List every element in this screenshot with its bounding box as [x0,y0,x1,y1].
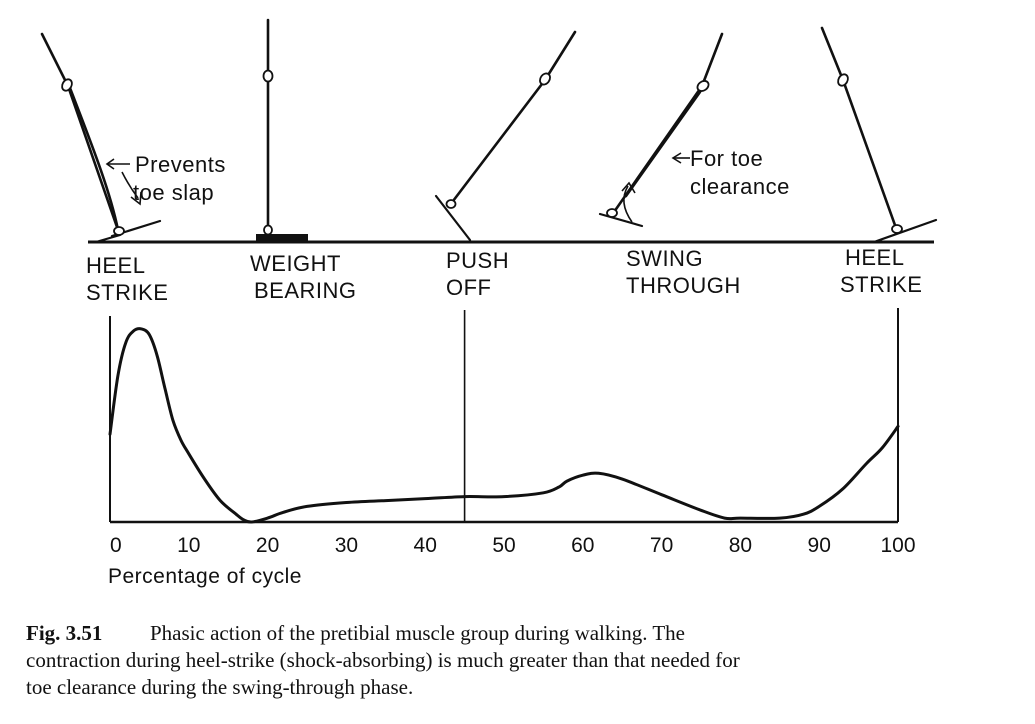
x-tick-label-90: 90 [808,534,831,557]
caption-line-1: Phasic action of the pretibial muscle gr… [150,621,685,645]
phase-labels: HEEL STRIKE WEIGHT BEARING PUSH OFF SWIN… [86,245,922,305]
phase-label-push-off-line2: OFF [446,275,492,300]
for-toe-clearance-annotation: For toe clearance [621,146,790,223]
figure-caption: Fig. 3.51 Phasic action of the pretibial… [26,621,740,699]
x-tick-label-40: 40 [414,534,437,557]
phase-label-swing-through-line2: THROUGH [626,273,741,298]
emg-chart: 0 10 20 30 40 50 60 70 80 90 100 Percentage of cyc… [108,308,916,588]
x-tick-label-20: 20 [256,534,279,557]
leg-heel-strike-2 [820,26,938,244]
phase-label-heel-strike-2-line2: STRIKE [840,272,922,297]
x-tick-label-30: 30 [335,534,358,557]
x-tick-label-0: 0 [110,534,122,557]
prevents-label: Prevents [135,152,226,177]
phase-label-weight-bearing-line2: BEARING [254,278,357,303]
x-tick-label-70: 70 [650,534,673,557]
leg-swing-through [598,32,724,228]
x-axis-label: Percentage of cycle [108,565,302,588]
x-tick-label-60: 60 [571,534,594,557]
x-tick-labels: 0 10 20 30 40 50 60 70 80 90 100 [110,534,916,557]
phase-label-swing-through: SWING [626,246,703,271]
caption-label: Fig. 3.51 [26,621,102,645]
leg-heel-strike-1 [40,32,162,244]
caption-line-3: toe clearance during the swing-through p… [26,675,413,699]
phase-label-push-off: PUSH [446,248,509,273]
toe-slap-label: toe slap [133,180,214,205]
caption-line-2: contraction during heel-strike (shock-ab… [26,648,740,672]
clearance-label: clearance [690,174,790,199]
leg-weight-bearing [256,18,308,241]
leg-push-off [434,30,577,242]
x-tick-label-100: 100 [880,534,915,557]
phase-label-weight-bearing: WEIGHT [250,251,341,276]
prevents-toe-slap-annotation: Prevents toe slap [105,152,226,206]
x-tick-label-80: 80 [729,534,752,557]
x-tick-label-50: 50 [492,534,515,557]
muscle-activity-curve [108,327,900,524]
phase-label-heel-strike-1-line2: STRIKE [86,280,168,305]
phase-label-heel-strike-2: HEEL [845,245,904,270]
x-tick-label-10: 10 [177,534,200,557]
for-toe-label: For toe [690,146,763,171]
phase-label-heel-strike-1: HEEL [86,253,145,278]
